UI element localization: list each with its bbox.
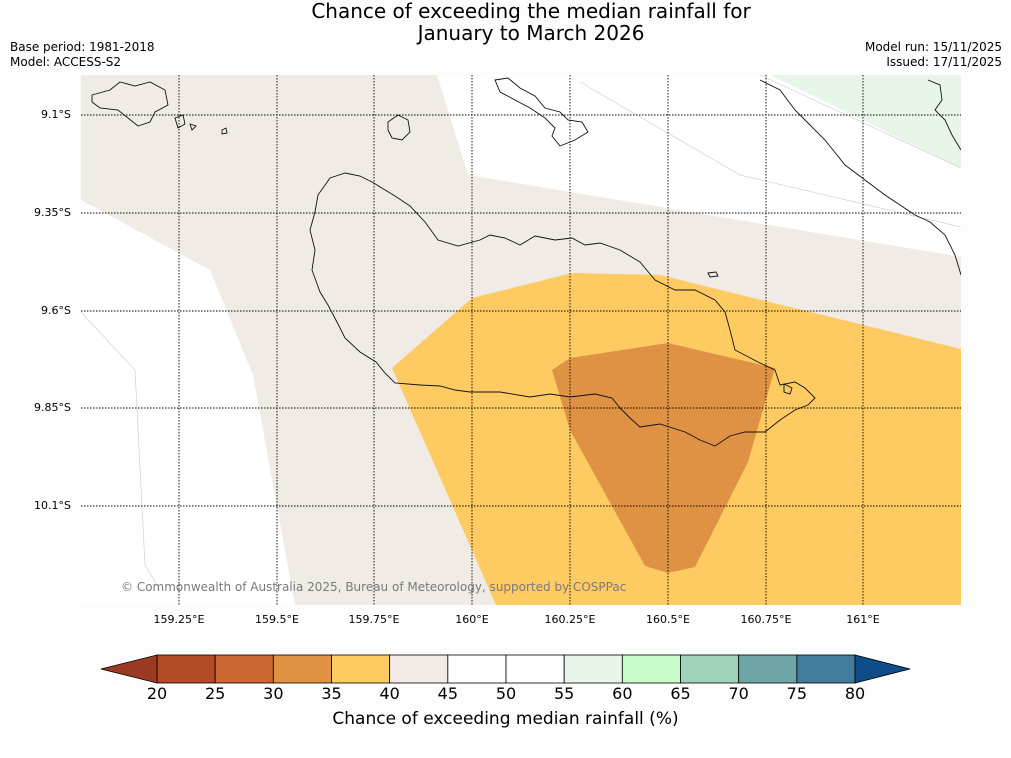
lat-label: 9.1°S [41,108,71,121]
lon-label: 160.75°E [740,613,792,626]
title-line-2: January to March 2026 [417,21,645,45]
lat-label: 9.85°S [34,401,71,414]
lon-label: 159.75°E [348,613,400,626]
colorbar-cell [621,654,681,684]
colorbar-title: Chance of exceeding median rainfall (%) [332,709,679,729]
map-area[interactable] [81,75,961,605]
meta-right: Model run: 15/11/2025 Issued: 17/11/2025 [865,40,1002,70]
colorbar-over-arrow [854,654,911,684]
colorbar-cell [447,654,507,684]
base-period: Base period: 1981-2018 [10,40,155,54]
lon-label: 159.25°E [153,613,205,626]
colorbar-tick-label: 45 [437,684,459,703]
colorbar-tick-label: 60 [612,684,633,703]
colorbar-cell [505,654,565,684]
colorbar-tick-label: 25 [204,684,226,703]
colorbar-cell [214,654,274,684]
colorbar-cell [680,654,740,684]
colorbar-cell [156,654,216,684]
faint-contours [81,75,961,591]
colorbar-cells [156,654,856,684]
colorbar-tick-label: 50 [495,684,517,703]
colorbar-tick-label: 55 [553,684,575,703]
map-title: Chance of exceeding the median rainfall … [0,0,1011,44]
colorbar-cell [331,654,391,684]
lon-label: 159.5°E [255,613,299,626]
copyright-notice: © Commonwealth of Australia 2025, Bureau… [121,580,627,594]
colorbar-cell [389,654,449,684]
lon-label: 160°E [455,613,489,626]
issued-date: Issued: 17/11/2025 [886,55,1002,69]
colorbar [100,654,911,684]
title-line-1: Chance of exceeding the median rainfall … [311,0,751,23]
colorbar-under-arrow [100,654,158,684]
map-canvas[interactable] [81,75,961,605]
lon-label: 161°E [846,613,880,626]
zone-55-60-percent [770,75,961,168]
colorbar-tick-label: 35 [321,684,342,703]
colorbar-tick-label: 70 [728,684,749,703]
colorbar-cell [563,654,623,684]
lat-label: 10.1°S [34,499,71,512]
lat-label: 9.6°S [41,304,71,317]
model-run: Model run: 15/11/2025 [864,40,1002,54]
lat-label: 9.35°S [34,206,71,219]
colorbar-tick-label: 20 [146,684,168,703]
lon-label: 160.5°E [646,613,690,626]
colorbar-cell [796,654,856,684]
meta-left: Base period: 1981-2018 Model: ACCESS-S2 [10,40,155,70]
graticule [81,75,961,605]
colorbar-tick-label: 40 [379,684,400,703]
colorbar-tick-label: 30 [263,684,284,703]
lon-label: 160.25°E [544,613,596,626]
coastline [91,77,961,447]
colorbar-cell [272,654,332,684]
colorbar-tick-label: 65 [670,684,691,703]
colorbar-cell [738,654,798,684]
zone-30-35-percent [552,343,775,573]
colorbar-tick-label: 75 [786,684,808,703]
model-name: Model: ACCESS-S2 [10,55,122,69]
colorbar-tick-label: 80 [844,684,866,703]
